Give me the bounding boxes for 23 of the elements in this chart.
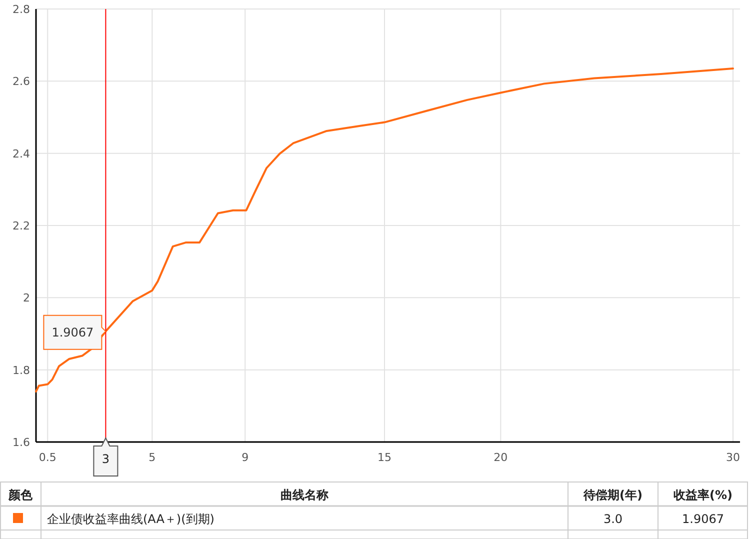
y-tick-label: 2.2 bbox=[12, 220, 30, 232]
text: 3.0 bbox=[603, 512, 623, 526]
y-tick-label: 2 bbox=[23, 292, 30, 305]
text: 待偿期(年) bbox=[582, 488, 642, 502]
text: 1.9067 bbox=[682, 512, 724, 526]
y-tick-label: 1.8 bbox=[12, 364, 30, 377]
x-tick-label: 9 bbox=[242, 451, 249, 464]
text: 收益率(%) bbox=[674, 488, 732, 502]
x-tick-label: 0.5 bbox=[38, 451, 56, 464]
y-tick-label: 2.8 bbox=[12, 3, 30, 16]
x-tick-label: 20 bbox=[494, 451, 508, 464]
line-series bbox=[35, 68, 734, 392]
x-tick-label: 5 bbox=[148, 451, 156, 464]
ref-line-label: 3 bbox=[102, 452, 110, 466]
text: 颜色 bbox=[8, 488, 34, 502]
annotation: 1.9067 bbox=[52, 325, 94, 340]
y-tick-label: 2.4 bbox=[12, 147, 30, 160]
legend-label: 企业债收益率曲线(AA＋)(到期) bbox=[47, 512, 214, 526]
text: 曲线名称 bbox=[280, 488, 330, 502]
x-tick-label: 30 bbox=[726, 451, 740, 464]
y-tick-label: 2.6 bbox=[12, 75, 30, 88]
x-tick-label: 15 bbox=[378, 451, 392, 464]
y-tick-label: 1.6 bbox=[12, 436, 30, 449]
